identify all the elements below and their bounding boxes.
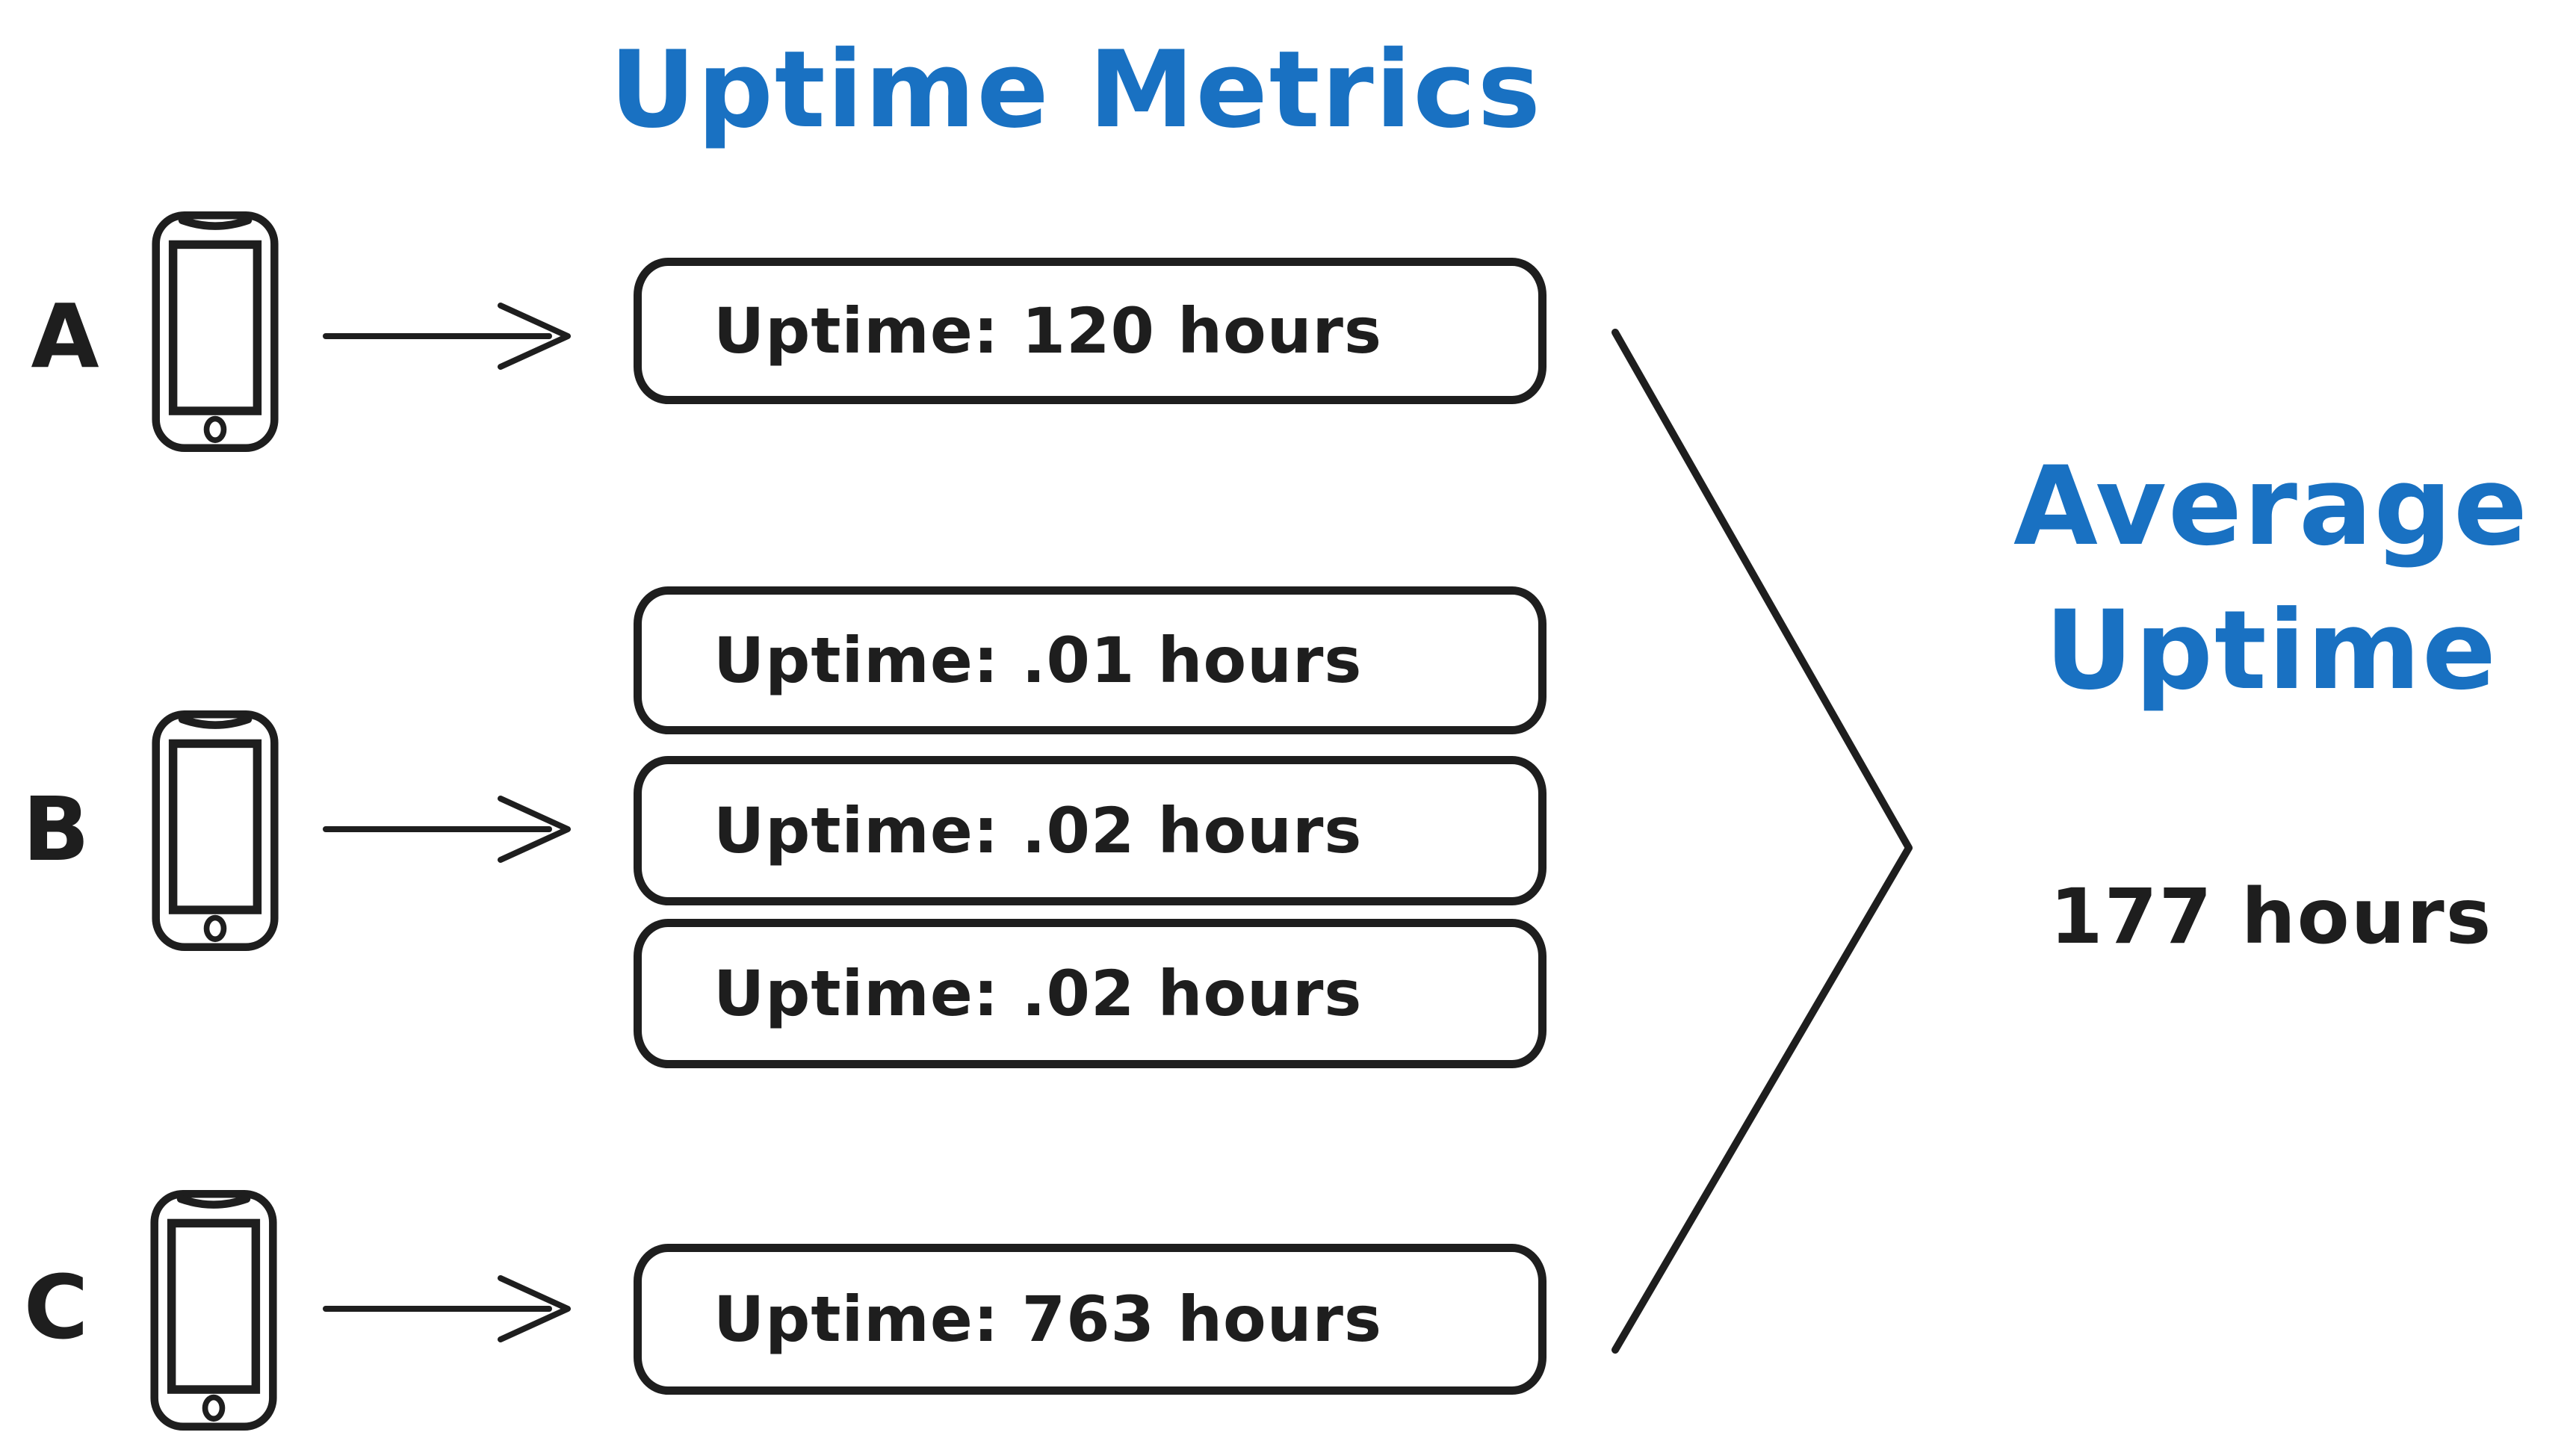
average-uptime-heading-line2: Uptime — [2044, 586, 2498, 714]
device-a-label: A — [31, 285, 99, 388]
metric-box-label: Uptime: .02 hours — [713, 957, 1363, 1030]
average-uptime-heading-line1: Average — [2013, 443, 2530, 570]
arrow-right-icon — [323, 1275, 571, 1342]
device-b-label: B — [22, 778, 90, 881]
metric-box: Uptime: .02 hours — [634, 919, 1546, 1068]
arrow-right-icon — [323, 796, 571, 863]
metric-box: Uptime: .01 hours — [634, 586, 1546, 734]
average-uptime-value: 177 hours — [2049, 873, 2493, 961]
metric-box: Uptime: .02 hours — [634, 756, 1546, 905]
metric-box-label: Uptime: 120 hours — [713, 294, 1382, 368]
phone-icon — [152, 211, 279, 453]
device-c-label: C — [23, 1256, 89, 1359]
chevron-merge-icon — [1611, 329, 1913, 1354]
arrow-right-icon — [323, 303, 571, 370]
metric-box-label: Uptime: .02 hours — [713, 794, 1363, 867]
metric-box: Uptime: 120 hours — [634, 258, 1546, 404]
average-uptime-heading: Average Uptime — [1987, 435, 2555, 722]
phone-icon — [150, 1189, 277, 1431]
diagram-title: Uptime Metrics — [609, 28, 1543, 152]
metric-box-label: Uptime: 763 hours — [713, 1283, 1382, 1356]
metric-box: Uptime: 763 hours — [634, 1244, 1546, 1395]
metric-box-label: Uptime: .01 hours — [713, 624, 1363, 697]
phone-icon — [152, 710, 279, 952]
